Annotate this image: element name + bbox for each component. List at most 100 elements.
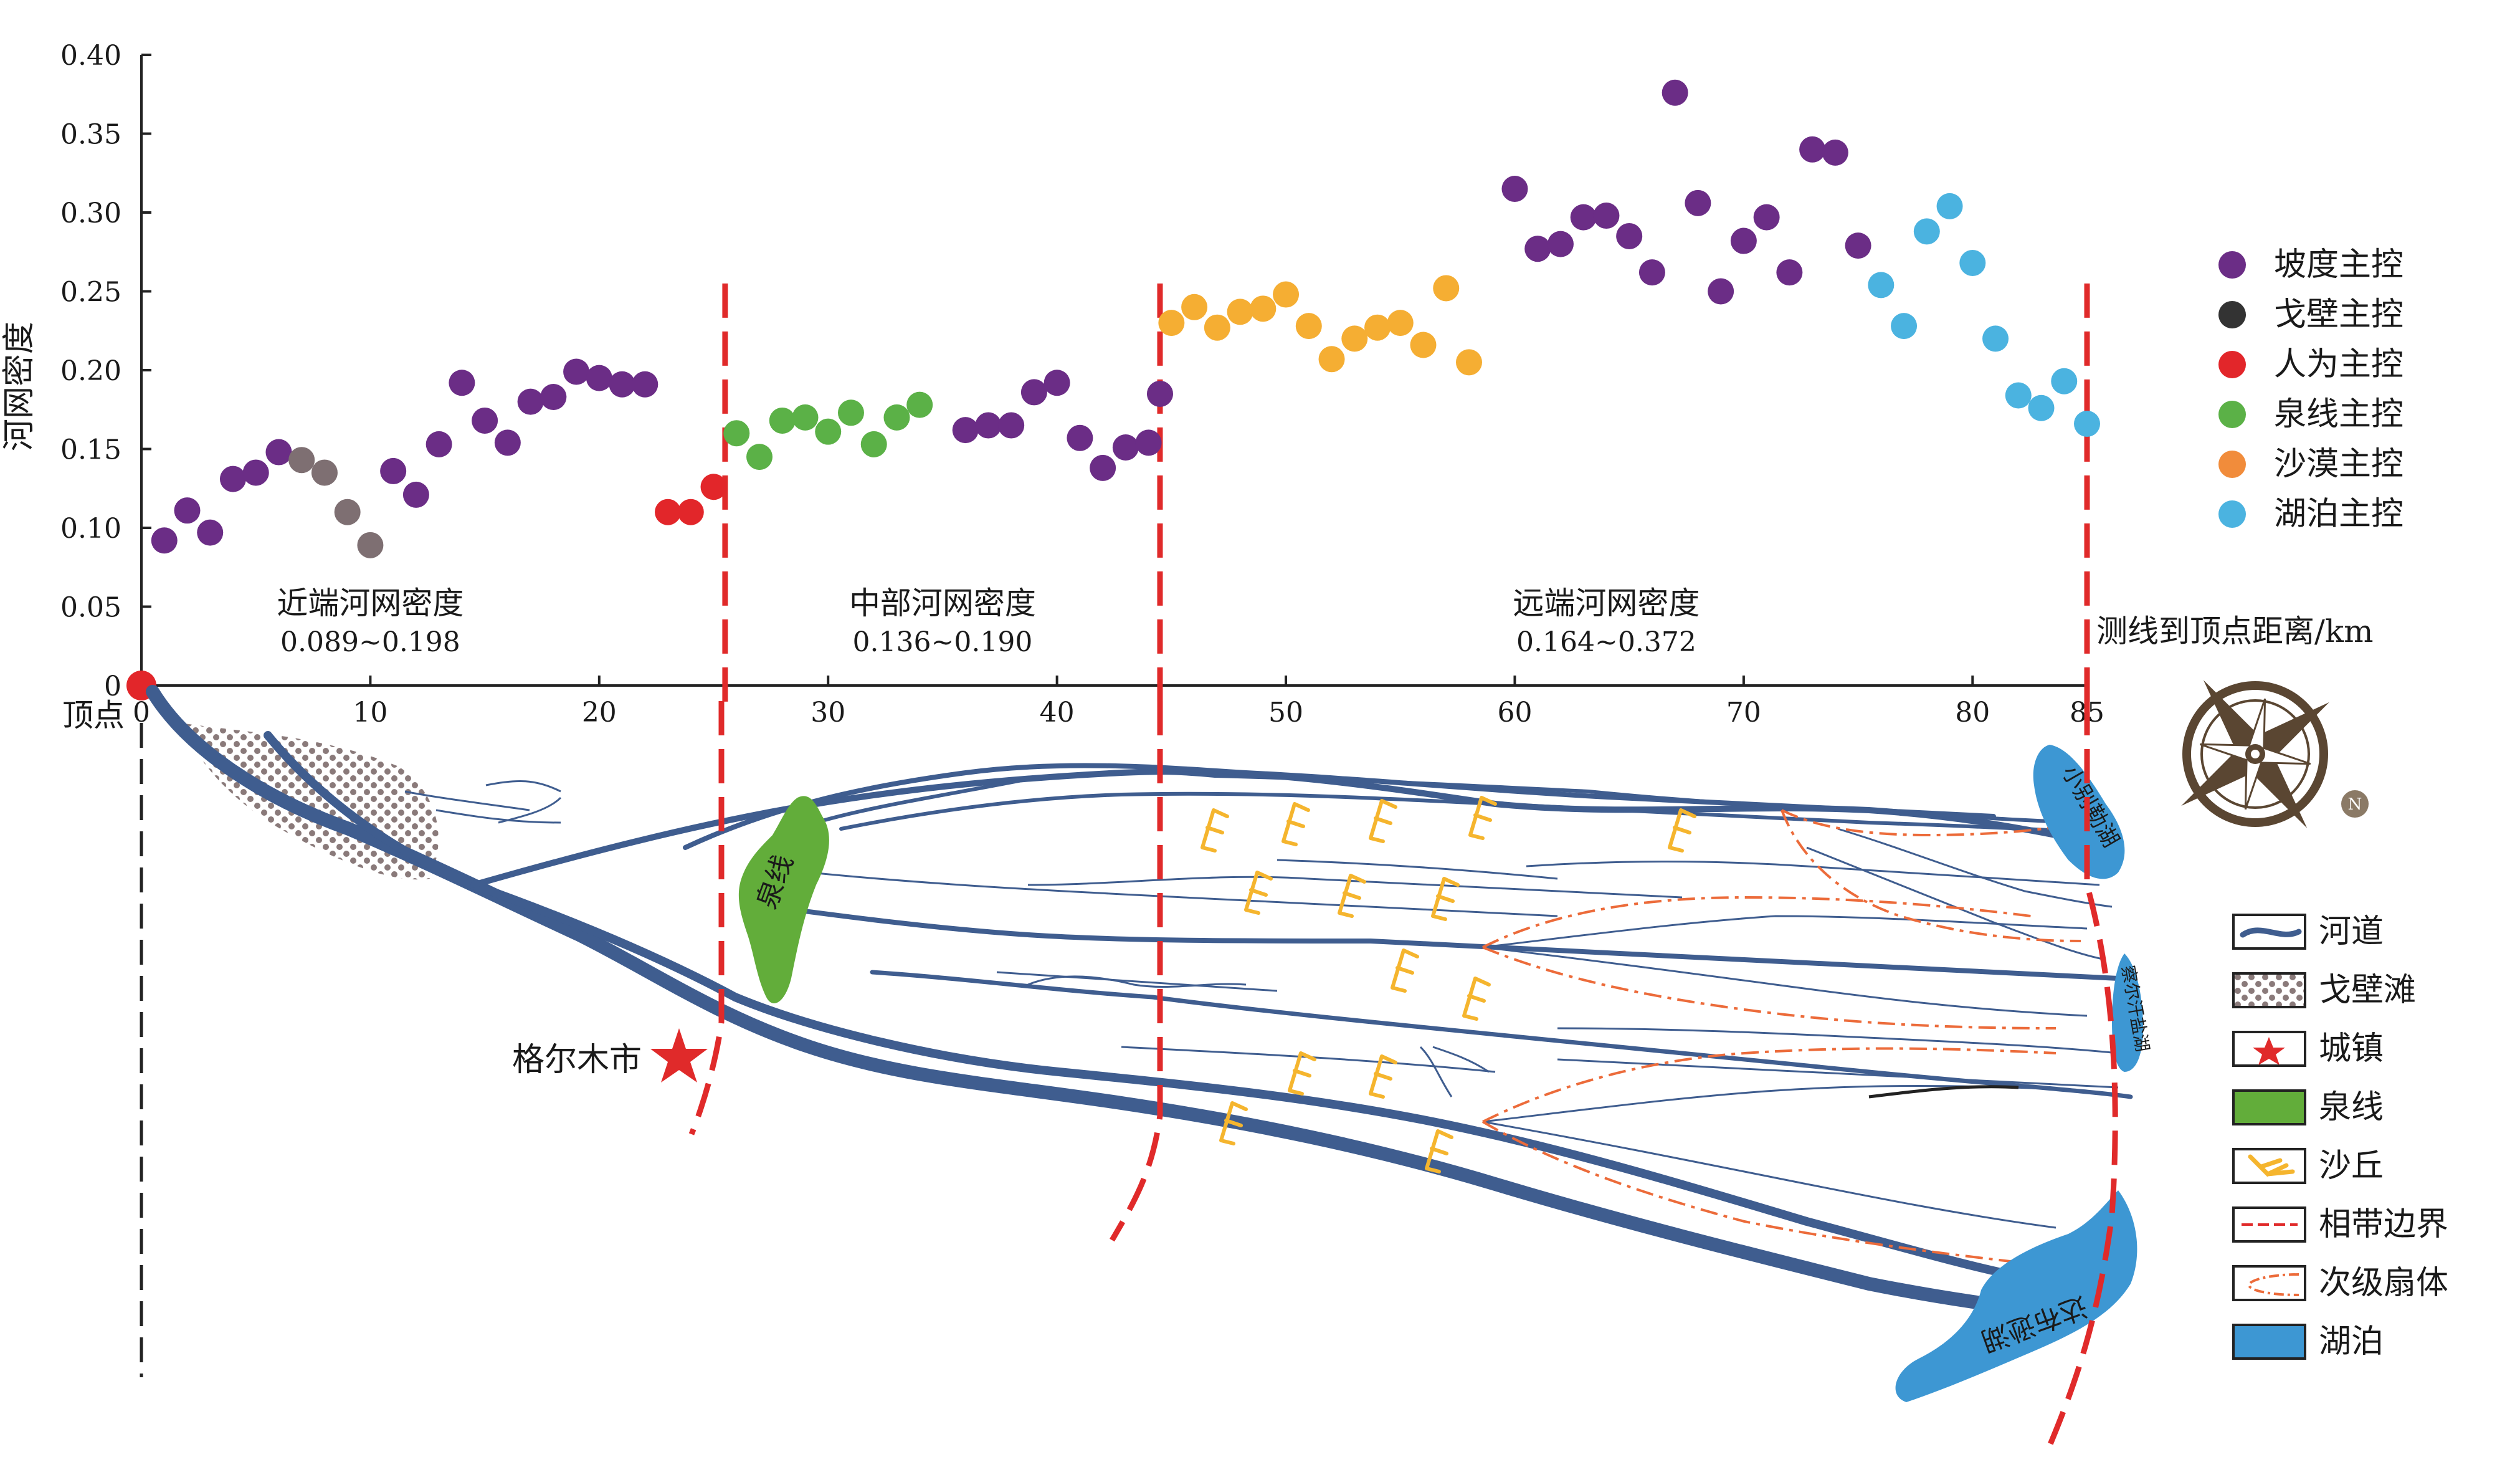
data-point	[1364, 314, 1391, 341]
x-tick-label: 30	[811, 697, 845, 729]
data-point	[746, 444, 773, 471]
legend-label-gobi: 戈壁主控	[2274, 296, 2404, 333]
legend-item-channel: 河道	[2232, 913, 2384, 950]
data-point	[449, 370, 475, 396]
data-point	[1845, 232, 1871, 259]
data-point	[1730, 227, 1757, 254]
data-point	[632, 371, 659, 398]
zone-title: 中部河网密度	[849, 585, 1036, 621]
data-point	[1455, 349, 1482, 376]
channel-main-1	[146, 685, 2081, 1322]
dune-icon	[1369, 1054, 1397, 1099]
map-legend: 河道 戈壁滩 城镇 泉线 沙丘 相带	[2232, 913, 2448, 1360]
dune-icon	[1288, 1051, 1316, 1096]
data-point	[1799, 136, 1826, 163]
dune-icon	[1391, 948, 1419, 993]
data-point	[311, 459, 338, 486]
data-point	[1020, 379, 1047, 406]
dune-icon	[1219, 1101, 1248, 1145]
legend-swatch-desert	[2218, 451, 2246, 478]
chart-axes: 00.050.100.150.200.250.300.350.400 10 20 30…	[60, 40, 2104, 729]
sub-fan-boundaries	[1481, 809, 2081, 1266]
zone-labels: 近端河网密度 0.089~0.198 中部河网密度 0.136~0.190 远端河网密度…	[277, 585, 1700, 658]
svg-text:湖泊: 湖泊	[2319, 1323, 2384, 1360]
data-point	[1181, 294, 1208, 320]
dune-icon	[1431, 877, 1460, 921]
svg-text:相带边界: 相带边界	[2319, 1206, 2448, 1243]
data-point	[906, 391, 933, 418]
dunes	[1201, 796, 1696, 1173]
lake-xiaobiele	[2033, 745, 2125, 879]
tributaries	[404, 780, 2119, 1229]
data-point	[837, 399, 864, 426]
y-tick-label: 0.30	[60, 198, 121, 229]
chart-points	[151, 79, 2100, 558]
alluvial-fan-map: 泉线 小别勒湖 察尔汗盐湖 达布逊湖	[140, 680, 2448, 1447]
legend-item-lake: 湖泊	[2232, 1323, 2384, 1360]
data-point	[494, 429, 521, 456]
data-point	[517, 388, 544, 415]
legend-swatch-human	[2218, 351, 2246, 378]
x-tick-label: 50	[1268, 697, 1303, 729]
data-point	[1616, 222, 1643, 249]
data-point	[2074, 411, 2100, 437]
data-point	[1250, 295, 1277, 322]
data-point	[952, 417, 979, 444]
main-channels	[146, 685, 2133, 1322]
data-point	[1433, 275, 1460, 302]
data-point	[1662, 79, 1688, 106]
data-point	[1273, 281, 1300, 308]
data-point	[1868, 272, 1895, 299]
data-point	[1158, 310, 1185, 337]
legend-label-desert: 沙漠主控	[2274, 446, 2404, 483]
chart: 00.050.100.150.200.250.300.350.400 10 20 30…	[1, 40, 2404, 733]
y-tick-label: 0.15	[60, 434, 121, 466]
y-tick-label: 0.10	[60, 513, 121, 545]
data-point	[197, 519, 224, 546]
data-point	[792, 404, 819, 431]
data-point	[815, 418, 842, 445]
data-point	[1982, 325, 2009, 352]
dune-icon	[1244, 871, 1273, 915]
legend-label-human: 人为主控	[2274, 346, 2404, 383]
data-point	[1708, 278, 1734, 305]
data-point	[998, 412, 1025, 439]
data-point	[1913, 218, 1940, 245]
dune-icon	[1462, 977, 1491, 1021]
zone-title: 近端河网密度	[277, 585, 464, 621]
legend-item-town: 城镇	[2232, 1030, 2384, 1068]
lake-dabuxun	[1895, 1190, 2137, 1402]
data-point	[334, 499, 361, 525]
x-tick-label: 60	[1497, 697, 1532, 729]
svg-text:城镇: 城镇	[2319, 1030, 2384, 1068]
x-tick-label: 80	[1955, 697, 1990, 729]
city-star-icon	[650, 1028, 708, 1082]
dune-icon	[1369, 799, 1397, 843]
data-point	[1776, 259, 1803, 286]
data-point	[402, 481, 429, 508]
data-point	[586, 365, 612, 391]
city-marker: 格尔木市	[512, 1028, 708, 1082]
svg-text:次级扇体: 次级扇体	[2319, 1264, 2448, 1302]
zone-title: 远端河网密度	[1513, 585, 1700, 621]
x-tick-label: 70	[1726, 697, 1761, 729]
channel-icon	[2240, 927, 2302, 938]
legend-swatch-spring	[2218, 401, 2246, 428]
data-point	[769, 407, 796, 434]
data-point	[426, 431, 452, 457]
y-axis-label: 河网密度	[1, 322, 38, 451]
zone-range: 0.136~0.190	[853, 626, 1033, 658]
x-tick-label: 20	[582, 697, 617, 729]
y-tick-label: 0.25	[60, 277, 121, 308]
data-point	[1753, 204, 1780, 231]
svg-text:戈壁滩: 戈壁滩	[2319, 972, 2416, 1009]
dune-icon	[2248, 1154, 2295, 1177]
legend-label-lake: 湖泊主控	[2274, 495, 2404, 533]
channel-main-5	[839, 791, 2089, 834]
legend-item-gobi: 戈壁滩	[2232, 972, 2416, 1009]
data-point	[151, 527, 178, 554]
svg-text:河道: 河道	[2319, 913, 2384, 950]
legend-label-slope: 坡度主控	[2274, 246, 2404, 284]
legend-item-dune: 沙丘	[2232, 1147, 2384, 1185]
data-point	[540, 384, 567, 411]
